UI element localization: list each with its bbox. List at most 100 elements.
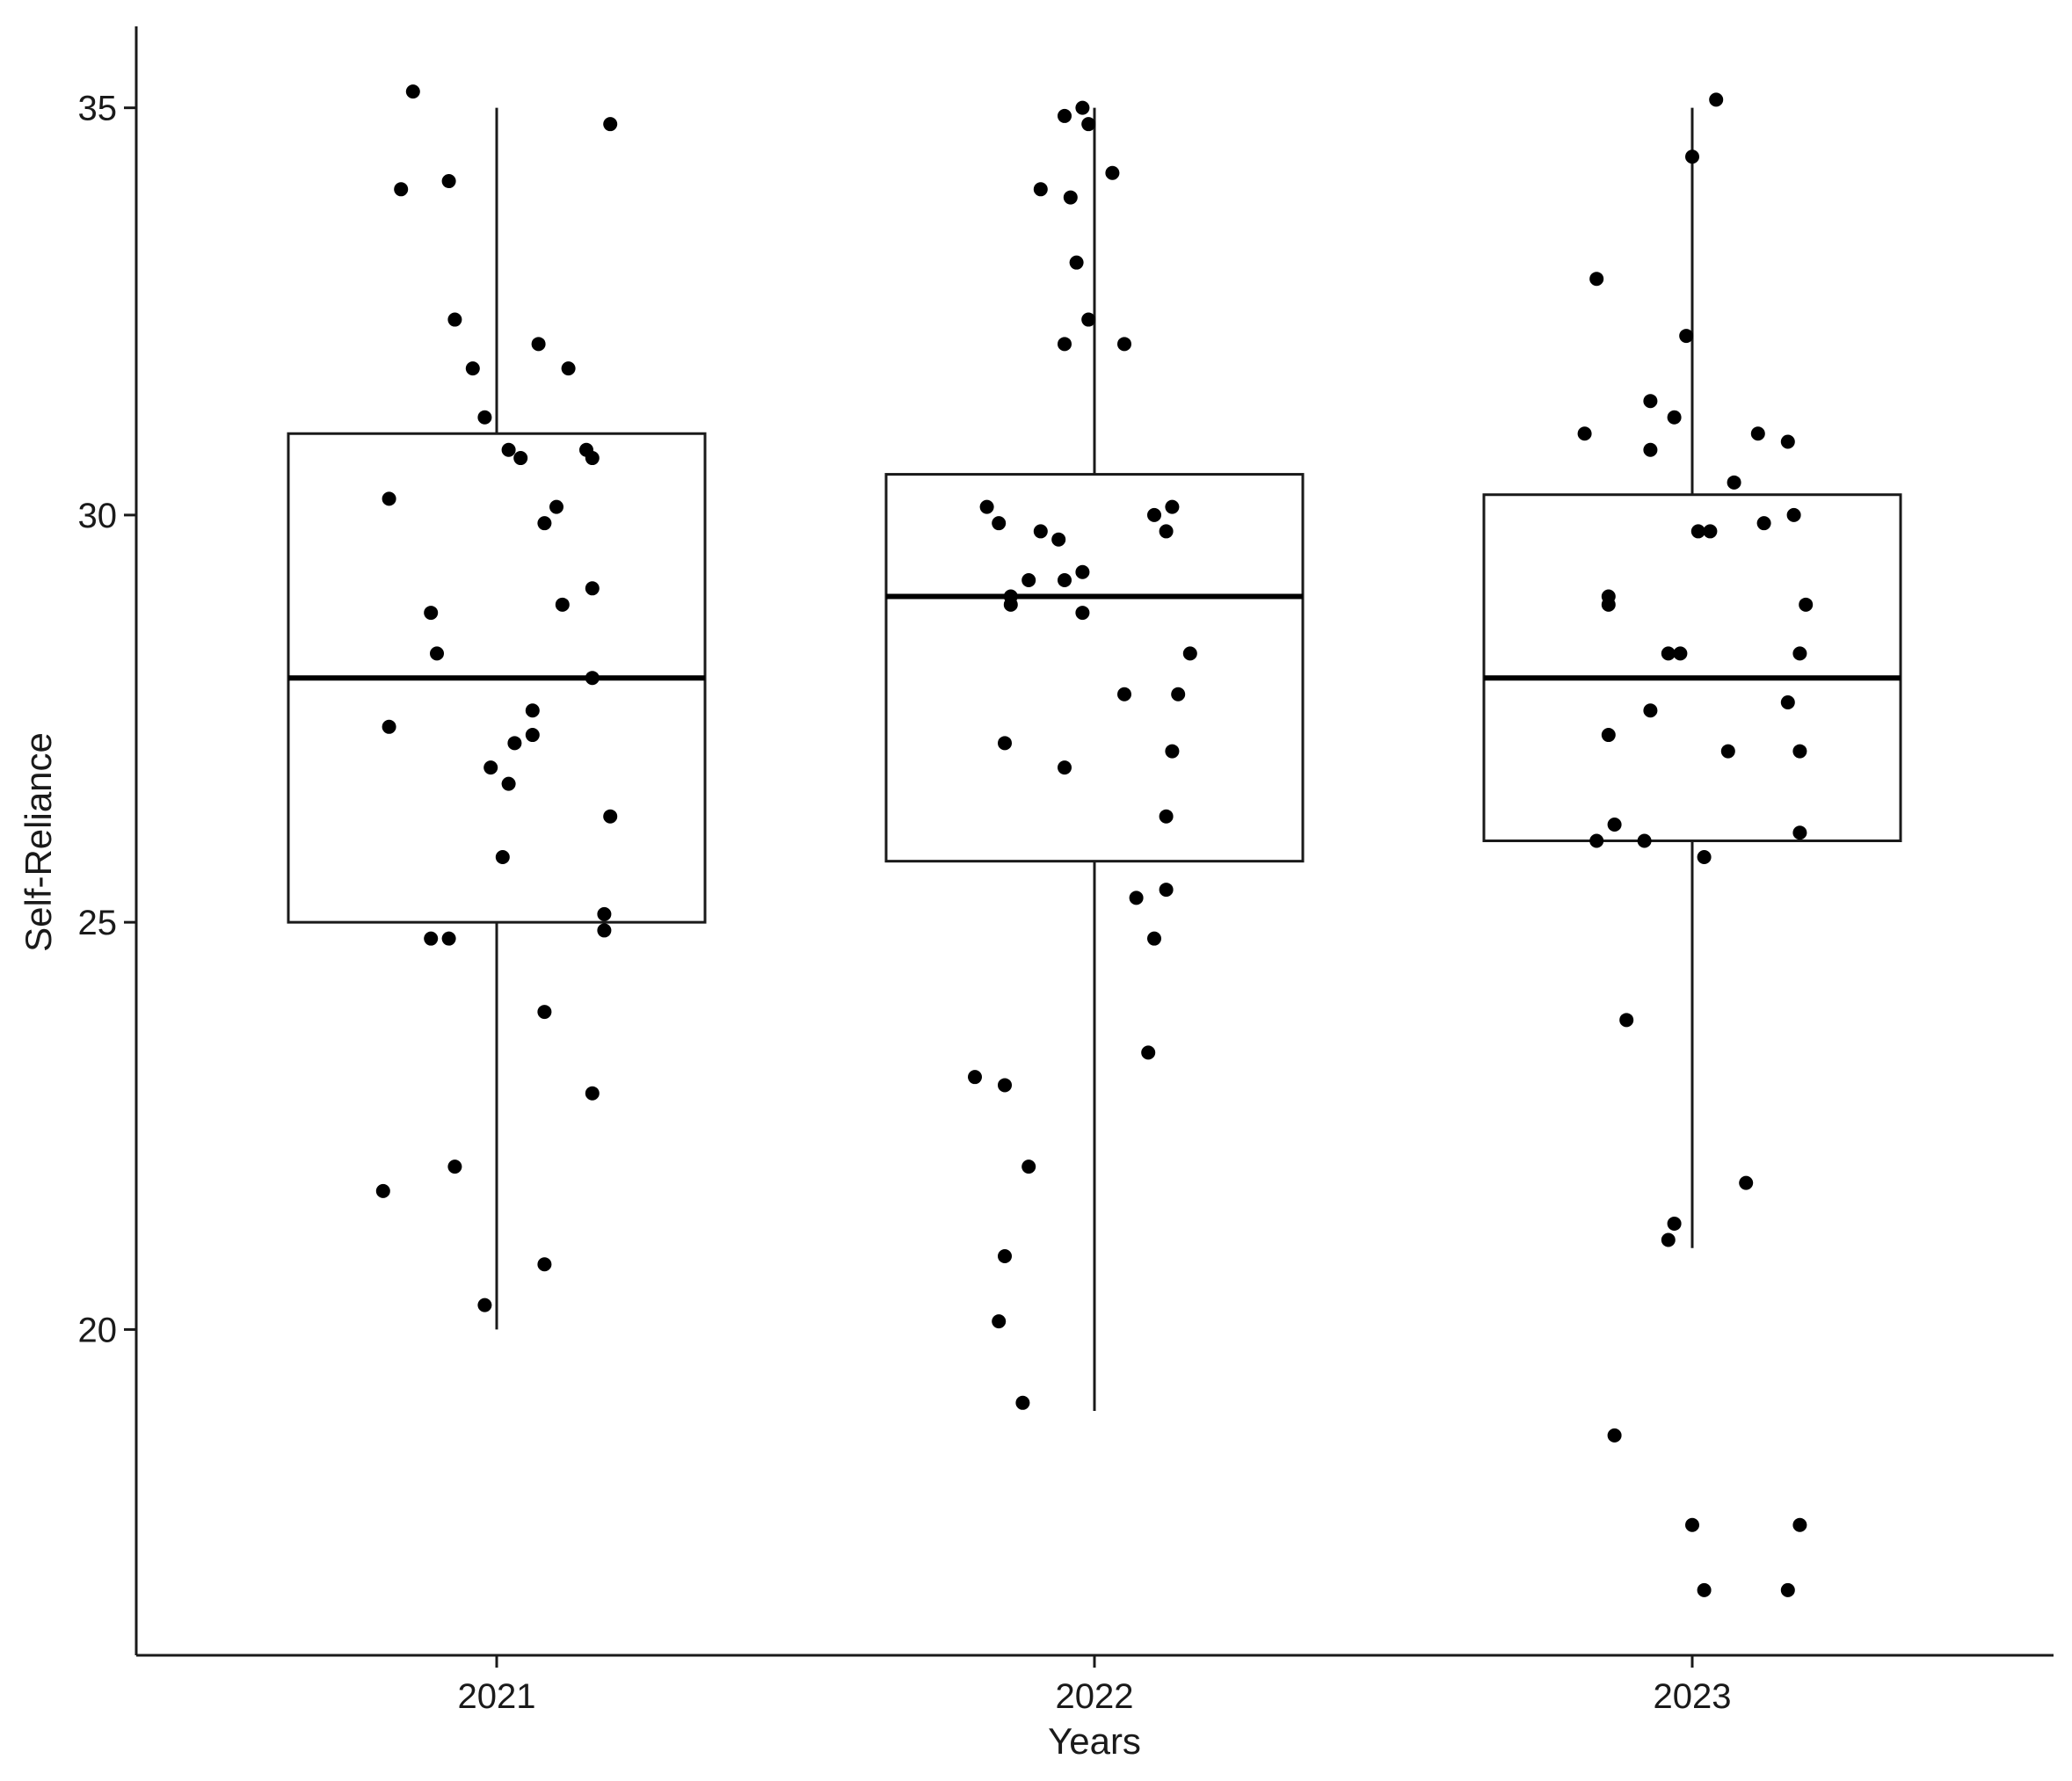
data-point [1165,744,1180,759]
data-point [447,312,462,327]
data-point [1147,507,1161,522]
data-point [1637,833,1652,848]
data-point [1685,1517,1699,1532]
data-point [382,719,396,734]
data-point [513,451,528,466]
data-point [1720,744,1735,759]
x-tick-label: 2023 [1654,1677,1732,1716]
data-point [424,606,439,621]
data-point [1690,524,1705,539]
y-tick-label: 20 [78,1311,118,1349]
data-point [405,84,420,99]
data-point [1021,1159,1036,1174]
boxes-layer [287,107,1902,1412]
data-point [1021,573,1036,588]
data-point [1697,1582,1712,1597]
data-point [1171,687,1186,701]
data-point [1607,1428,1622,1443]
data-point [394,182,409,197]
data-point [1063,190,1078,205]
data-point [585,451,600,466]
data-point [1051,532,1066,547]
data-point [585,1086,600,1101]
data-point [1756,516,1771,531]
data-point [447,1159,462,1174]
data-point [1117,687,1131,701]
data-point [1679,329,1694,344]
data-point [585,581,600,596]
iqr-box [1482,493,1902,842]
data-point [1058,573,1072,588]
data-point [1033,182,1048,197]
data-point [998,736,1012,751]
data-point [531,337,546,352]
data-point [597,923,612,938]
data-point [1081,117,1096,132]
data-point [1673,646,1688,661]
data-point [501,442,516,457]
data-point [537,516,552,531]
data-point [998,1249,1012,1264]
data-point [968,1070,982,1085]
data-point [1069,255,1084,270]
data-point [1792,646,1807,661]
data-point [1058,337,1072,352]
data-point [555,597,570,612]
data-point [424,931,439,946]
y-tick-label: 30 [78,497,118,535]
data-point [1643,394,1658,409]
ticks-layer: 20 25 30 35 2021 2022 2023 [78,90,1732,1716]
data-point [992,1314,1007,1329]
data-point [1589,272,1604,287]
data-point [1750,426,1765,441]
data-point [1619,1013,1634,1028]
data-point [597,906,612,921]
data-point [1643,442,1658,457]
points-layer [375,84,1814,1597]
data-point [1792,825,1807,840]
data-point [1075,564,1090,579]
data-point [441,931,456,946]
data-point [1786,507,1801,522]
data-point [1661,646,1676,661]
data-point [1792,1517,1807,1532]
data-point [1058,108,1072,123]
data-point [537,1005,552,1020]
data-point [1667,1216,1682,1231]
data-point [1799,597,1814,612]
data-point [1003,597,1018,612]
data-point [1709,92,1724,107]
data-point [501,776,516,791]
data-point [1601,597,1616,612]
data-point [1589,833,1604,848]
x-tick-label: 2021 [458,1677,536,1716]
data-point [1697,850,1712,865]
data-point [525,728,540,743]
data-point [1577,426,1592,441]
y-tick-label: 25 [78,904,118,942]
data-point [375,1183,390,1198]
data-point [507,736,522,751]
data-point [1117,337,1131,352]
data-point [585,671,600,686]
data-point [1667,410,1682,425]
data-point [1661,1232,1676,1247]
x-tick-label: 2022 [1056,1677,1134,1716]
data-point [1159,809,1174,824]
x-axis-title: Years [1048,1720,1141,1762]
data-point [1141,1045,1156,1060]
data-point [979,499,994,514]
data-point [1129,890,1144,905]
data-point [1015,1395,1030,1410]
data-point [1643,703,1658,718]
data-point [1058,760,1072,775]
y-axis-title: Self-Reliance [18,732,59,952]
y-tick-label: 35 [78,90,118,128]
data-point [1159,883,1174,898]
data-point [1685,149,1699,164]
data-point [465,361,480,376]
box-2022 [884,107,1305,1412]
data-point [1075,606,1090,621]
data-point [477,410,492,425]
